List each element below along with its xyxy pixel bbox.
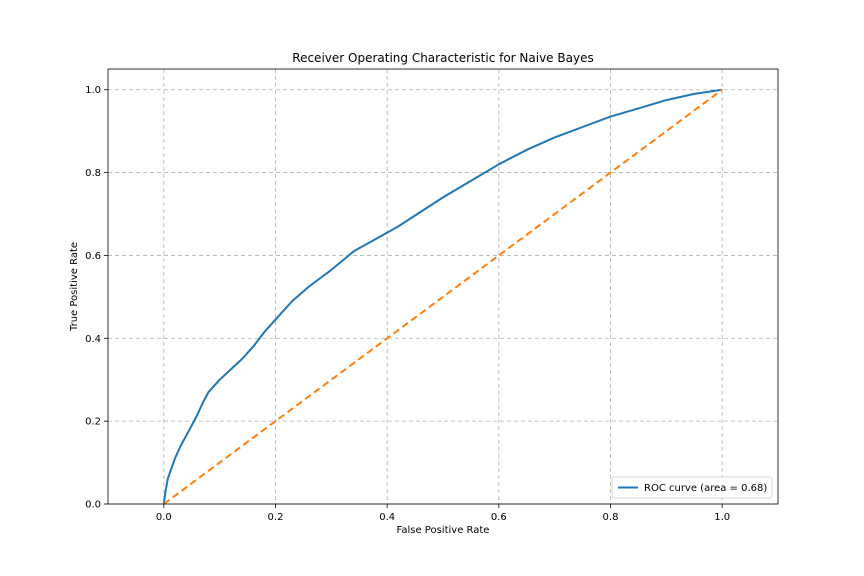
legend-box xyxy=(611,476,773,499)
legend: ROC curve (area = 0.68) xyxy=(611,476,773,499)
y-tick-label: 1.0 xyxy=(85,85,101,96)
y-tick-label: 0.4 xyxy=(85,334,101,345)
x-axis-label: False Positive Rate xyxy=(397,525,490,536)
x-tick-label: 0.6 xyxy=(491,512,507,523)
y-axis-label: True Positive Rate xyxy=(69,242,80,332)
plot-frame xyxy=(107,68,779,505)
chance-diagonal-line xyxy=(163,88,723,505)
series-layer xyxy=(162,88,723,505)
legend-entry-roc: ROC curve (area = 0.68) xyxy=(644,483,767,494)
x-tick-label: 0.8 xyxy=(603,512,619,523)
roc-curve-line xyxy=(162,88,723,505)
x-tick-label: 1.0 xyxy=(714,512,730,523)
y-axis-ticks: 0.0 0.2 0.4 0.6 0.8 1.0 xyxy=(85,85,108,511)
x-tick-label: 0.0 xyxy=(156,512,172,523)
y-tick-label: 0.2 xyxy=(85,417,101,428)
grid xyxy=(108,69,778,505)
y-tick-label: 0.6 xyxy=(85,251,101,262)
y-tick-label: 0.0 xyxy=(85,500,101,511)
y-tick-label: 0.8 xyxy=(85,168,101,179)
x-tick-label: 0.4 xyxy=(379,512,395,523)
chart-title: Receiver Operating Characteristic for Na… xyxy=(292,51,593,65)
x-tick-label: 0.2 xyxy=(268,512,284,523)
x-axis-ticks: 0.0 0.2 0.4 0.6 0.8 1.0 xyxy=(156,504,730,523)
